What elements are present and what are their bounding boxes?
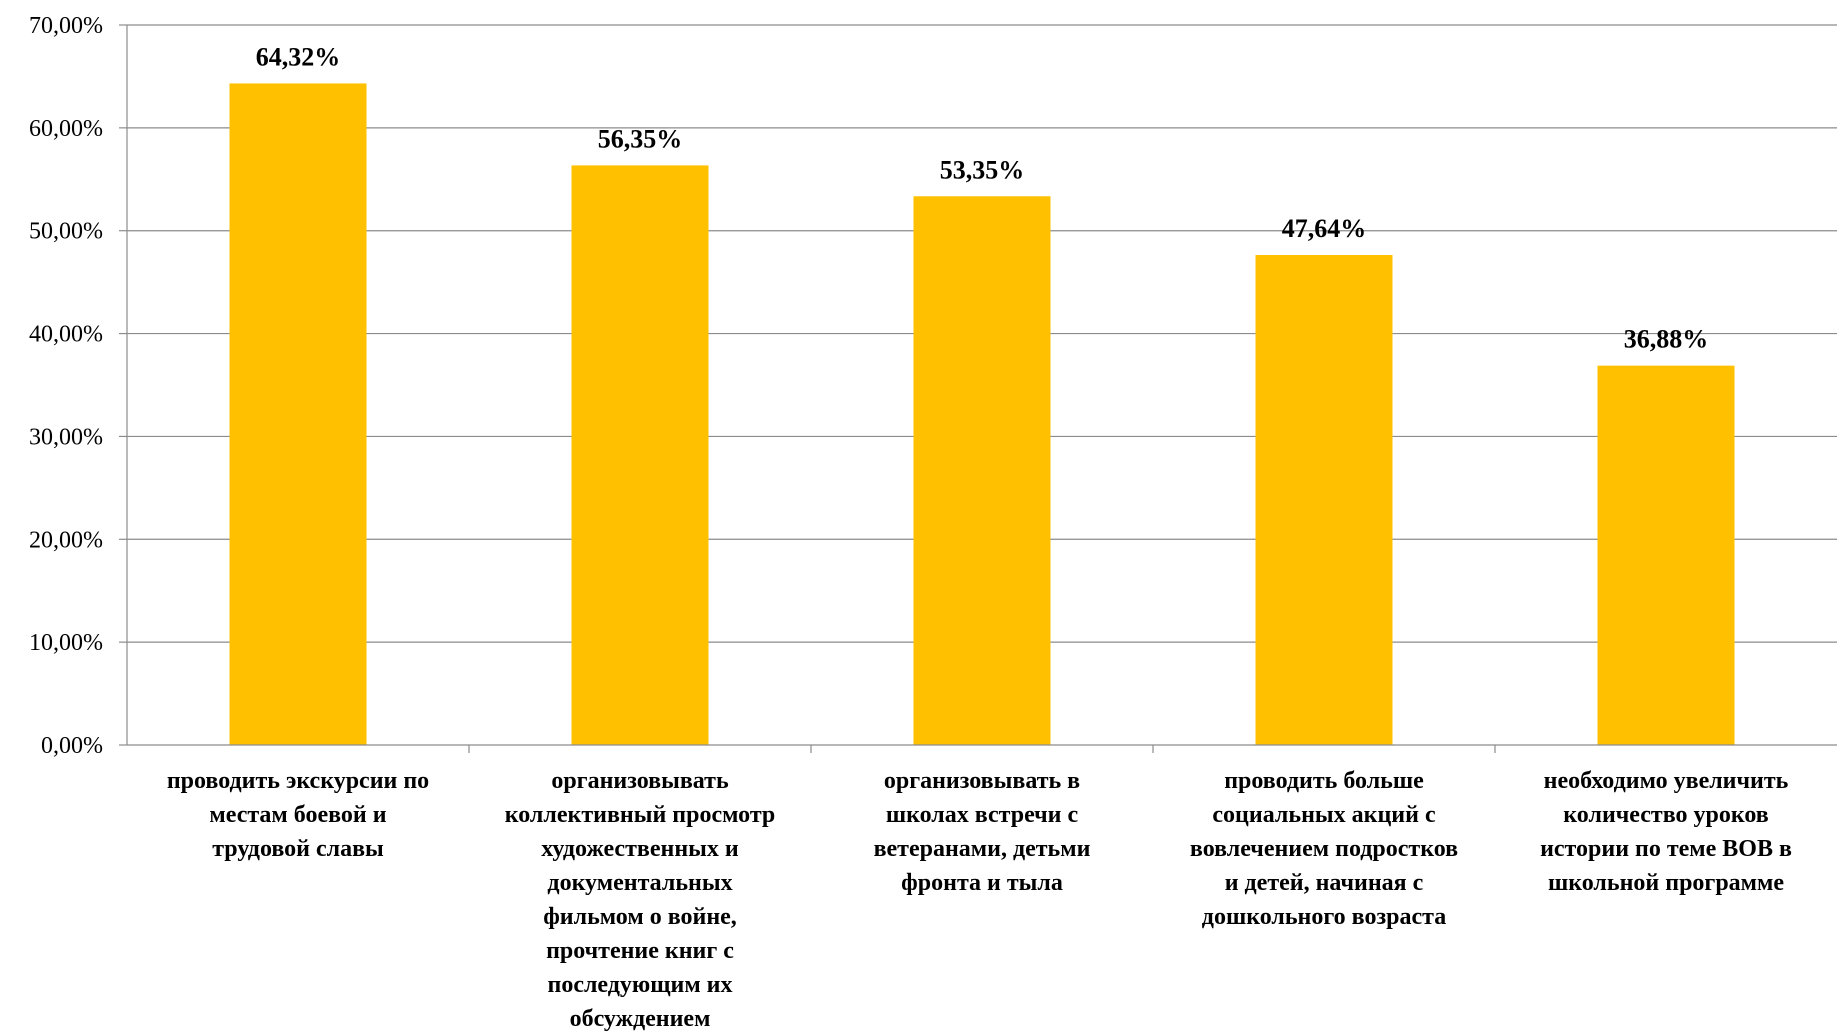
bar: [1255, 254, 1393, 745]
category-label-line: организовывать: [551, 768, 729, 794]
category-label-line: местам боевой и: [209, 802, 386, 828]
x-axis: [127, 744, 1837, 753]
y-tick-label: 0,00%: [41, 733, 103, 759]
category-label-line: и детей, начиная с: [1225, 870, 1424, 896]
y-axis: 0,00% 10,00% 20,00% 30,00% 40,00% 50,00% 60,00…: [29, 13, 128, 759]
y-tick-label: 10,00%: [29, 630, 103, 656]
data-labels: 64,32% 56,35% 53,35% 47,64% 36,88%: [256, 42, 1709, 353]
data-label: 64,32%: [256, 42, 341, 71]
y-tick-label: 20,00%: [29, 527, 103, 553]
data-label: 36,88%: [1624, 325, 1709, 354]
category-label-line: прочтение книг с: [546, 938, 734, 964]
category-label-line: проводить больше: [1224, 768, 1424, 794]
y-tick-label: 60,00%: [29, 116, 103, 142]
category-label-line: необходимо увеличить: [1544, 768, 1789, 794]
category-label: организовывать в школах встречи с ветерана…: [874, 768, 1091, 896]
category-label: организовывать коллективный просмотр худож…: [505, 768, 776, 1031]
category-label: проводить экскурсии по местам боевой и тру…: [167, 768, 429, 862]
data-label: 56,35%: [598, 124, 683, 153]
category-labels: проводить экскурсии по местам боевой и тру…: [167, 768, 1792, 1031]
bars: [229, 83, 1735, 746]
y-tick-label: 70,00%: [29, 13, 103, 39]
category-label-line: коллективный просмотр: [505, 802, 776, 828]
category-label: проводить больше социальных акций с вовлеч…: [1190, 768, 1458, 930]
category-label-line: дошкольного возраста: [1202, 904, 1446, 930]
y-tick-label: 40,00%: [29, 322, 103, 348]
category-label-line: школьной программе: [1548, 870, 1784, 896]
bar: [571, 165, 709, 745]
category-label-line: художественных и: [541, 836, 739, 862]
category-label-line: трудовой славы: [212, 836, 384, 862]
category-label-line: организовывать в: [884, 768, 1080, 794]
category-label-line: проводить экскурсии по: [167, 768, 429, 794]
category-label: необходимо увеличить количество уроков ист…: [1540, 768, 1792, 896]
category-label-line: фронта и тыла: [901, 870, 1063, 896]
category-label-line: обсуждением: [570, 1006, 711, 1031]
bar: [913, 196, 1051, 745]
category-label-line: школах встречи с: [886, 802, 1079, 828]
category-label-line: документальных: [547, 870, 732, 896]
y-tick-label: 30,00%: [29, 424, 103, 450]
category-label-line: ветеранами, детьми: [874, 836, 1091, 862]
y-tick-label: 50,00%: [29, 219, 103, 245]
category-label-line: истории по теме ВОВ в: [1540, 836, 1792, 862]
bar: [229, 83, 367, 746]
category-label-line: вовлечением подростков: [1190, 836, 1458, 862]
category-label-line: последующим их: [547, 972, 732, 998]
category-label-line: количество уроков: [1563, 802, 1768, 828]
data-label: 53,35%: [940, 155, 1025, 184]
category-label-line: социальных акций с: [1212, 802, 1436, 828]
data-label: 47,64%: [1282, 214, 1367, 243]
category-label-line: фильмом о войне,: [543, 904, 737, 930]
bar: [1597, 365, 1735, 745]
